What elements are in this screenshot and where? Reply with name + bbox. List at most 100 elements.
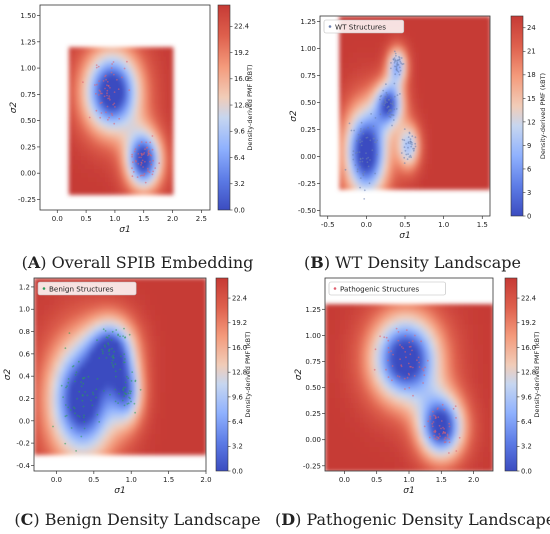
heatmap-cell bbox=[463, 92, 469, 99]
heatmap-cell bbox=[438, 338, 445, 345]
heatmap-cell bbox=[74, 150, 79, 156]
heatmap-cell bbox=[71, 142, 76, 148]
heatmap-cell bbox=[68, 73, 73, 79]
heatmap-cell bbox=[438, 392, 445, 399]
heatmap-cell bbox=[129, 55, 134, 61]
heatmap-cell bbox=[441, 148, 447, 155]
heatmap-cell bbox=[463, 107, 469, 114]
heatmap-cell bbox=[354, 328, 361, 335]
heatmap-cell bbox=[117, 55, 122, 61]
heatmap-cell bbox=[459, 138, 465, 144]
heatmap-cell bbox=[339, 363, 346, 369]
x-tick-label: 1.0 bbox=[109, 215, 120, 223]
heatmap-cell bbox=[87, 103, 91, 109]
heatmap-cell bbox=[160, 360, 167, 367]
heatmap-cell bbox=[104, 371, 111, 378]
heatmap-cell bbox=[370, 143, 376, 150]
legend-marker bbox=[42, 287, 46, 290]
heatmap-cell bbox=[74, 120, 79, 126]
heatmap-cell bbox=[49, 381, 56, 388]
heatmap-cell bbox=[476, 97, 482, 104]
heatmap-cell bbox=[388, 127, 394, 134]
heatmap-cell bbox=[388, 173, 394, 180]
x-tick-label: 1.0 bbox=[126, 476, 137, 484]
heatmap-cell bbox=[135, 68, 140, 74]
structure-point bbox=[95, 388, 98, 391]
heatmap-cell bbox=[120, 77, 125, 83]
heatmap-cell bbox=[68, 138, 73, 144]
heatmap-cell bbox=[423, 338, 430, 345]
heatmap-cell bbox=[90, 163, 95, 169]
heatmap-cell bbox=[396, 178, 403, 185]
heatmap-cell bbox=[359, 363, 366, 369]
heatmap-cell bbox=[428, 431, 435, 438]
heatmap-cell bbox=[140, 443, 147, 450]
y-tick-label: 1.00 bbox=[300, 45, 316, 53]
structure-point bbox=[152, 159, 155, 162]
heatmap-cell bbox=[359, 402, 366, 408]
heatmap-cell bbox=[436, 61, 442, 68]
heatmap-cell bbox=[374, 153, 380, 160]
heatmap-cell bbox=[414, 56, 420, 63]
heatmap-cell bbox=[157, 138, 162, 144]
heatmap-cell bbox=[170, 423, 177, 430]
heatmap-cell bbox=[414, 168, 420, 175]
heatmap-cell bbox=[170, 314, 177, 321]
heatmap-cell bbox=[394, 461, 400, 467]
heatmap-cell bbox=[160, 146, 165, 152]
structure-point bbox=[65, 414, 68, 417]
heatmap-cell bbox=[165, 340, 172, 347]
structure-point bbox=[392, 119, 395, 121]
heatmap-cell bbox=[396, 46, 403, 53]
heatmap-cell bbox=[419, 72, 425, 78]
heatmap-cell bbox=[34, 278, 40, 284]
heatmap-cell bbox=[78, 185, 82, 191]
heatmap-cell bbox=[190, 298, 197, 305]
heatmap-cell bbox=[343, 77, 349, 83]
heatmap-cell bbox=[90, 146, 95, 152]
heatmap-cell bbox=[108, 73, 113, 79]
heatmap-cell bbox=[432, 46, 438, 53]
x-axis-label: σ1 bbox=[114, 486, 125, 496]
heatmap-cell bbox=[139, 176, 143, 182]
heatmap-cell bbox=[154, 129, 159, 135]
heatmap-cell bbox=[130, 449, 136, 456]
heatmap-cell bbox=[428, 382, 435, 389]
heatmap-cell bbox=[405, 102, 411, 109]
heatmap-cell bbox=[170, 303, 177, 310]
heatmap-cell bbox=[419, 77, 425, 83]
heatmap-cell bbox=[74, 329, 81, 336]
heatmap-cell bbox=[93, 47, 98, 53]
heatmap-cell bbox=[163, 168, 168, 174]
legend-label: WT Structures bbox=[335, 22, 386, 31]
heatmap-cell bbox=[454, 92, 460, 99]
heatmap-cell bbox=[99, 371, 106, 378]
heatmap-cell bbox=[49, 386, 56, 393]
pmf-heatmap bbox=[34, 278, 206, 456]
heatmap-cell bbox=[361, 107, 367, 114]
heatmap-cell bbox=[148, 150, 152, 156]
heatmap-cell bbox=[394, 353, 400, 359]
heatmap-cell bbox=[135, 107, 140, 113]
heatmap-cell bbox=[145, 345, 152, 352]
heatmap-cell bbox=[438, 313, 445, 320]
heatmap-cell bbox=[142, 86, 146, 92]
heatmap-cell bbox=[160, 138, 165, 144]
heatmap-cell bbox=[114, 350, 121, 357]
heatmap-cell bbox=[114, 278, 121, 284]
heatmap-cell bbox=[108, 185, 113, 191]
heatmap-cell bbox=[140, 366, 147, 373]
heatmap-cell bbox=[352, 148, 358, 155]
heatmap-cell bbox=[467, 26, 473, 33]
heatmap-cell bbox=[130, 397, 136, 404]
heatmap-cell bbox=[428, 178, 434, 185]
structure-point bbox=[132, 161, 134, 164]
heatmap-cell bbox=[114, 423, 121, 430]
heatmap-cell bbox=[467, 36, 473, 43]
heatmap-cell bbox=[145, 133, 149, 139]
heatmap-cell bbox=[120, 103, 125, 109]
heatmap-cell bbox=[467, 82, 473, 88]
heatmap-cell bbox=[365, 178, 372, 185]
structure-point bbox=[131, 175, 134, 178]
structure-point bbox=[125, 393, 128, 396]
